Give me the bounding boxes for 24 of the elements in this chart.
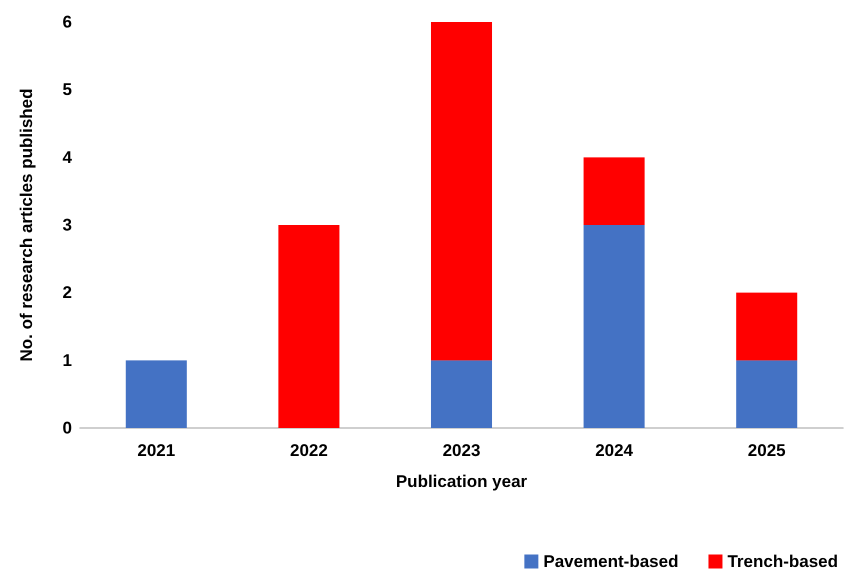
x-tick-label: 2023 xyxy=(442,441,480,460)
x-tick-label: 2022 xyxy=(290,441,328,460)
y-tick-label: 2 xyxy=(62,283,72,302)
bar xyxy=(736,360,798,428)
y-tick-label: 6 xyxy=(62,12,72,32)
bar xyxy=(736,292,798,360)
bar xyxy=(278,225,340,428)
x-tick-label: 2024 xyxy=(595,441,634,460)
y-tick-label: 1 xyxy=(62,350,72,370)
y-tick-label: 5 xyxy=(62,80,72,100)
x-tick-label: 2021 xyxy=(137,441,176,460)
bar xyxy=(126,360,187,428)
x-tick-label: 2025 xyxy=(748,441,786,460)
legend-label: Trench-based xyxy=(727,552,838,571)
bar xyxy=(430,22,492,360)
bar xyxy=(584,157,645,225)
y-tick-label: 3 xyxy=(62,216,72,234)
bar xyxy=(430,360,492,428)
y-tick-label: 4 xyxy=(62,148,73,167)
y-axis-title: No. of research articles published xyxy=(17,88,36,362)
bar xyxy=(584,225,645,428)
y-tick-label: 0 xyxy=(62,418,72,438)
legend-label: Pavement-based xyxy=(543,552,678,571)
x-axis-title: Publication year xyxy=(396,472,528,491)
